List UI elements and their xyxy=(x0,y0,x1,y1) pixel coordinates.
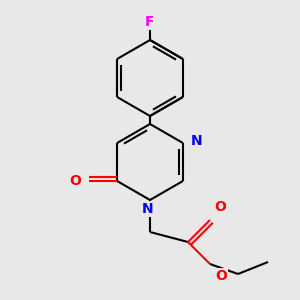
Text: N: N xyxy=(142,202,154,216)
Text: O: O xyxy=(214,200,226,214)
Text: N: N xyxy=(191,134,203,148)
Text: F: F xyxy=(145,15,155,29)
Text: O: O xyxy=(69,174,81,188)
Text: O: O xyxy=(215,269,227,283)
